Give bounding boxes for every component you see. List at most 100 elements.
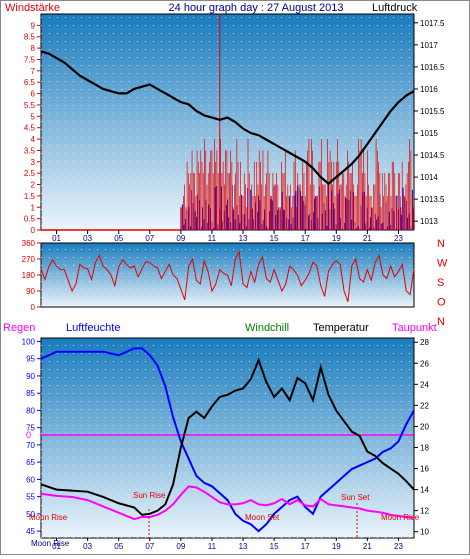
windstaerke-tick-label: 3.5 bbox=[24, 146, 36, 155]
windstaerke-tick-label: 3 bbox=[31, 158, 36, 167]
luftdruck-tick-label: 1017 bbox=[420, 41, 438, 50]
luftdruck-tick-label: 1017.5 bbox=[420, 19, 445, 28]
windstaerke-tick-label: 6.5 bbox=[24, 78, 36, 87]
regen-label: Regen bbox=[3, 322, 35, 334]
windstaerke-label: Windstärke bbox=[5, 2, 60, 14]
temperatur-label: Temperatur bbox=[313, 322, 369, 334]
moon-set: Moon Set bbox=[245, 513, 280, 522]
temperature-tick-label: 16 bbox=[420, 465, 429, 474]
luftdruck-tick-label: 1014.5 bbox=[420, 151, 445, 160]
windstaerke-tick-label: 0.5 bbox=[24, 215, 36, 224]
hour-tick-label: 17 bbox=[301, 234, 310, 243]
hour-tick-label: 23 bbox=[394, 234, 403, 243]
hour-tick-label: 11 bbox=[208, 542, 217, 551]
luftdruck-tick-label: 1014 bbox=[420, 173, 438, 182]
luftdruck-label: Luftdruck bbox=[372, 2, 418, 14]
compass-label: S bbox=[437, 277, 444, 289]
hour-tick-label: 15 bbox=[270, 234, 279, 243]
windstaerke-tick-label: 9 bbox=[31, 21, 36, 30]
humidity-tick-label: 60 bbox=[26, 475, 35, 484]
windstaerke-tick-label: 5.5 bbox=[24, 101, 36, 110]
luftdruck-line bbox=[40, 50, 415, 186]
hour-tick-label: 11 bbox=[208, 234, 217, 243]
luftdruck-tick-label: 1016 bbox=[420, 85, 438, 94]
hour-tick-label: 13 bbox=[239, 234, 248, 243]
humidity-line bbox=[40, 347, 415, 533]
hour-tick-label: 21 bbox=[363, 234, 372, 243]
windstaerke-tick-label: 1 bbox=[31, 203, 36, 212]
humidity-tick-label: 70 bbox=[26, 441, 35, 450]
luftdruck-tick-label: 1013.5 bbox=[420, 195, 445, 204]
dewpoint-line bbox=[40, 485, 415, 521]
windchill-label: Windchill bbox=[245, 322, 289, 334]
hour-tick-label: 05 bbox=[114, 542, 123, 551]
temperature-tick-label: 12 bbox=[420, 507, 429, 516]
temperature-line bbox=[40, 357, 415, 516]
windstaerke-tick-label: 0 bbox=[31, 226, 36, 235]
hour-tick-label: 17 bbox=[301, 542, 310, 551]
sun-rise: Sun Rise bbox=[133, 491, 166, 500]
hour-tick-label: 19 bbox=[332, 542, 341, 551]
temperature-tick-label: 14 bbox=[420, 486, 429, 495]
temperature-tick-label: 22 bbox=[420, 401, 429, 410]
temperature-tick-label: 10 bbox=[420, 528, 429, 537]
windstaerke-tick-label: 8.5 bbox=[24, 33, 36, 42]
windstaerke-tick-label: 2.5 bbox=[24, 169, 36, 178]
luftdruck-tick-label: 1015.5 bbox=[420, 107, 445, 116]
windstaerke-tick-label: 1.5 bbox=[24, 192, 36, 201]
direction-tick-label: 180 bbox=[22, 271, 36, 280]
humidity-tick-label: 100 bbox=[22, 337, 36, 346]
moon-rise-right: Moon Rise bbox=[381, 513, 420, 522]
direction-tick-label: 360 bbox=[22, 239, 36, 248]
windstaerke-tick-label: 6 bbox=[31, 90, 36, 99]
hour-tick-label: 19 bbox=[332, 234, 341, 243]
wind-speed-bars bbox=[41, 14, 414, 231]
rain-zero-label: 0 bbox=[26, 430, 31, 440]
luftdruck-tick-label: 1016.5 bbox=[420, 63, 445, 72]
hour-tick-label: 03 bbox=[83, 542, 92, 551]
humidity-tick-label: 85 bbox=[26, 389, 35, 398]
temperature-tick-label: 24 bbox=[420, 380, 429, 389]
humidity-tick-label: 90 bbox=[26, 372, 35, 381]
hour-tick-label: 05 bbox=[114, 234, 123, 243]
hour-tick-label: 01 bbox=[52, 542, 61, 551]
humidity-tick-label: 95 bbox=[26, 355, 35, 364]
compass-label: W bbox=[437, 258, 448, 270]
windstaerke-tick-label: 5 bbox=[31, 112, 36, 121]
humidity-tick-label: 75 bbox=[26, 424, 35, 433]
compass-label: O bbox=[437, 297, 446, 309]
hour-tick-label: 09 bbox=[176, 234, 185, 243]
hour-tick-label: 21 bbox=[363, 542, 372, 551]
hour-tick-label: 13 bbox=[239, 542, 248, 551]
windstaerke-tick-label: 7 bbox=[31, 67, 36, 76]
sun-set: Sun Set bbox=[341, 493, 370, 502]
humidity-tick-label: 55 bbox=[26, 493, 35, 502]
hour-tick-label: 03 bbox=[83, 234, 92, 243]
hour-tick-label: 23 bbox=[394, 542, 403, 551]
windstaerke-tick-label: 4.5 bbox=[24, 124, 36, 133]
windstaerke-tick-label: 4 bbox=[31, 135, 36, 144]
direction-tick-label: 90 bbox=[26, 287, 35, 296]
temperature-tick-label: 18 bbox=[420, 443, 429, 452]
windstaerke-tick-label: 7.5 bbox=[24, 55, 36, 64]
moon-rise-left: Moon Rise bbox=[29, 513, 68, 522]
panel1-grid bbox=[41, 14, 414, 230]
hour-tick-label: 07 bbox=[145, 542, 154, 551]
humidity-tick-label: 80 bbox=[26, 406, 35, 415]
windstaerke-tick-label: 2 bbox=[31, 181, 36, 190]
humidity-tick-label: 50 bbox=[26, 510, 35, 519]
humidity-tick-label: 65 bbox=[26, 458, 35, 467]
hour-tick-label: 01 bbox=[52, 234, 61, 243]
luftdruck-tick-label: 1015 bbox=[420, 129, 438, 138]
temperature-tick-label: 26 bbox=[420, 359, 429, 368]
hour-tick-label: 07 bbox=[145, 234, 154, 243]
taupunkt-label: Taupunkt bbox=[392, 322, 437, 334]
moon-rise-bottom: Moon Rise bbox=[31, 539, 70, 548]
direction-tick-label: 270 bbox=[22, 255, 36, 264]
direction-tick-label: 0 bbox=[31, 303, 36, 312]
compass-label: N bbox=[437, 238, 445, 250]
temperature-tick-label: 20 bbox=[420, 422, 429, 431]
wind-direction-line bbox=[40, 250, 415, 302]
